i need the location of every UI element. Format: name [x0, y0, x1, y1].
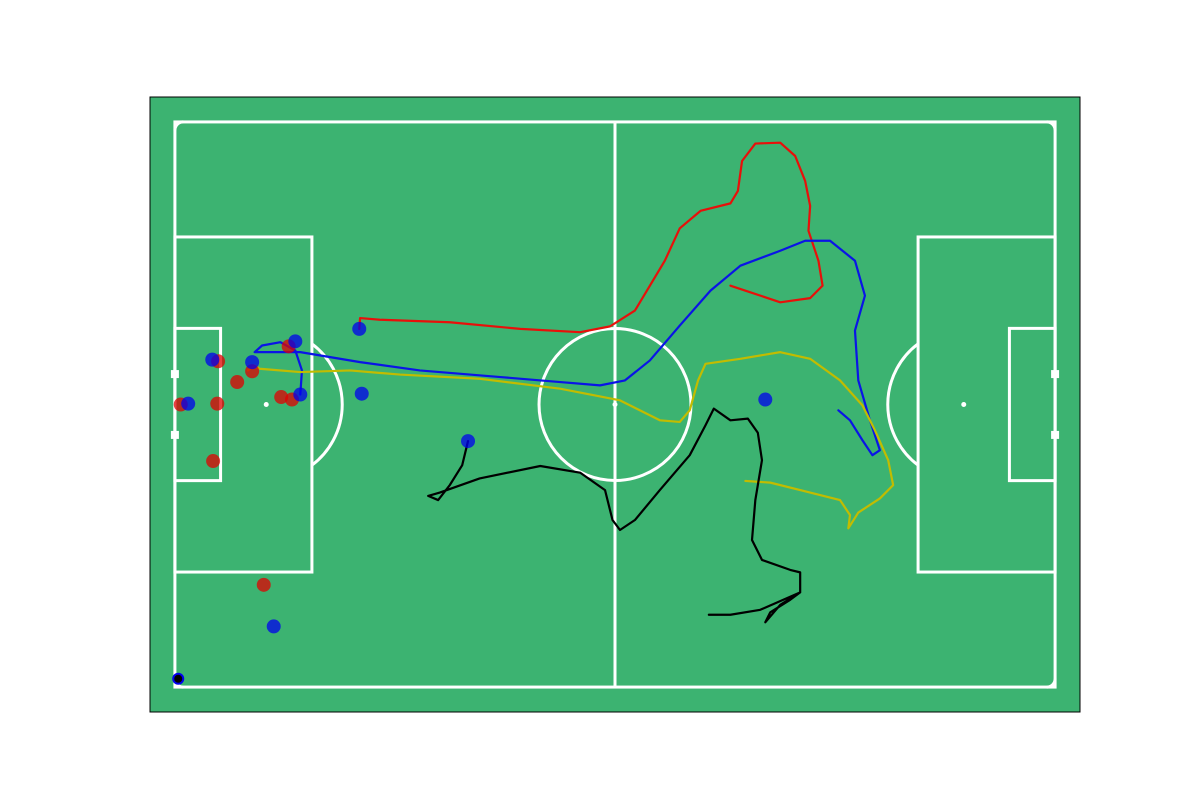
penalty-spot — [961, 402, 967, 407]
goal-post — [170, 430, 179, 439]
corner-arc — [1046, 120, 1057, 131]
goal-post — [170, 370, 179, 379]
centre-spot — [612, 402, 618, 407]
goal-post — [1051, 430, 1060, 439]
player — [205, 352, 220, 367]
goal-area — [1007, 326, 1057, 483]
player — [210, 396, 225, 411]
trajectory — [358, 141, 824, 334]
player — [461, 434, 476, 449]
penalty-arc — [886, 342, 919, 467]
player — [354, 386, 369, 401]
player — [256, 577, 271, 592]
corner-arc — [1046, 678, 1057, 689]
player — [181, 396, 196, 411]
player — [352, 321, 367, 336]
trajectory — [427, 407, 802, 624]
corner-arc — [173, 120, 184, 131]
player — [288, 334, 303, 349]
player — [266, 619, 281, 634]
goal-post — [1051, 370, 1060, 379]
trajectory — [246, 351, 895, 530]
ball — [172, 672, 185, 685]
penalty-spot — [263, 402, 269, 407]
player — [230, 375, 245, 390]
player — [245, 355, 260, 370]
player — [758, 392, 773, 407]
player — [274, 390, 289, 405]
player — [206, 454, 221, 469]
player — [293, 387, 308, 402]
